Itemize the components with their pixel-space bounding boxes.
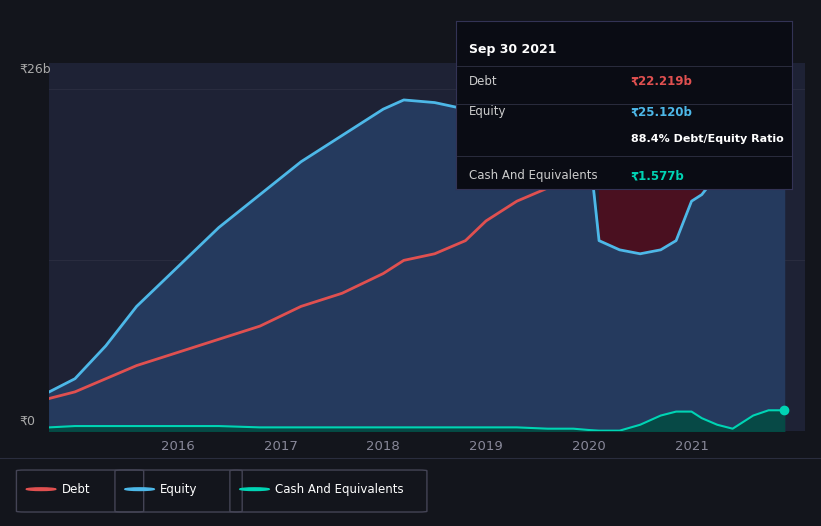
Text: ₹22.219b: ₹22.219b [631,75,693,88]
Text: Equity: Equity [469,105,507,118]
Text: Sep 30 2021: Sep 30 2021 [469,43,557,56]
Circle shape [240,488,269,491]
Text: Debt: Debt [469,75,498,88]
Circle shape [26,488,56,491]
Circle shape [125,488,154,491]
Text: 88.4% Debt/Equity Ratio: 88.4% Debt/Equity Ratio [631,134,783,144]
Text: ₹25.120b: ₹25.120b [631,105,693,118]
Text: Cash And Equivalents: Cash And Equivalents [275,483,404,495]
Text: ₹1.577b: ₹1.577b [631,169,685,182]
Text: Debt: Debt [62,483,90,495]
Text: Cash And Equivalents: Cash And Equivalents [469,169,598,182]
Text: ₹26b: ₹26b [19,63,51,76]
Text: ₹0: ₹0 [19,414,35,428]
Text: Equity: Equity [160,483,198,495]
